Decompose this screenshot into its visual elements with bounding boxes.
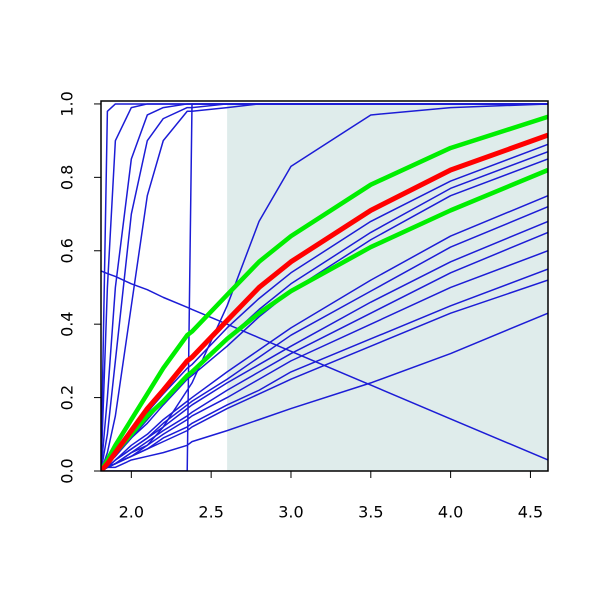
y-tick-label: 0.0 bbox=[58, 458, 77, 483]
x-tick-label: 2.5 bbox=[198, 503, 223, 522]
series-line bbox=[101, 270, 548, 461]
y-tick-label: 1.0 bbox=[58, 91, 77, 116]
y-tick-label: 0.8 bbox=[58, 165, 77, 190]
y-tick-label: 0.4 bbox=[58, 311, 77, 336]
series-line bbox=[101, 312, 548, 471]
plot-area bbox=[101, 103, 548, 471]
x-tick-label: 4.5 bbox=[518, 503, 543, 522]
x-tick-label: 4.0 bbox=[438, 503, 463, 522]
series-line bbox=[101, 220, 548, 471]
series-line bbox=[101, 158, 548, 471]
x-tick-label: 2.0 bbox=[119, 503, 144, 522]
x-tick-label: 3.5 bbox=[358, 503, 383, 522]
series-line bbox=[101, 114, 548, 471]
y-tick-label: 0.6 bbox=[58, 238, 77, 263]
series-line bbox=[101, 103, 548, 471]
y-tick-label: 0.2 bbox=[58, 385, 77, 410]
plot-frame bbox=[100, 100, 549, 472]
series-line bbox=[101, 132, 548, 471]
series-line bbox=[101, 279, 548, 471]
x-tick-label: 3.0 bbox=[278, 503, 303, 522]
